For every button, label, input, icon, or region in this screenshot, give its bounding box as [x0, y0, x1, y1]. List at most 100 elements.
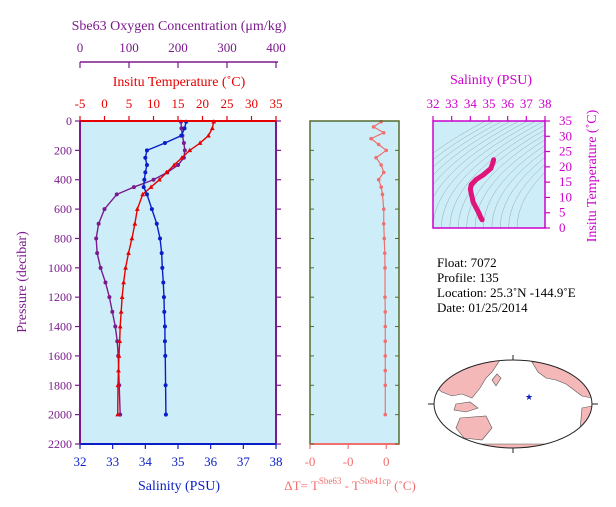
delta-t-axis-title: ΔT= TSbe63 - TSbe41cp (˚C)	[284, 476, 416, 493]
salinity-point	[142, 177, 147, 182]
salinity-point	[143, 170, 148, 175]
ts-temperature-tick-label: 15	[559, 174, 572, 189]
pressure-tick-label: 0	[66, 114, 72, 128]
isopycnal-line	[433, 121, 495, 160]
delta-t-point	[381, 130, 386, 135]
delta-t-point	[379, 185, 384, 189]
delta-t-tick-label: 0	[383, 454, 390, 469]
oxygen-point	[96, 221, 101, 226]
isopycnal-line	[491, 150, 545, 228]
delta-t-point	[383, 354, 388, 358]
pressure-tick-label: 1400	[48, 320, 72, 334]
salinity-point	[144, 148, 149, 153]
profile-date: Date: 01/25/2014	[437, 300, 528, 315]
salinity-point	[144, 163, 149, 168]
oxygen-point	[182, 148, 187, 153]
ts-salinity-tick-label: 38	[539, 96, 552, 111]
ts-point	[473, 205, 479, 210]
oxygen-point	[131, 185, 136, 190]
isopycnal-line	[499, 157, 545, 228]
temperature-axis-title: Insitu Temperature (˚C)	[113, 75, 246, 90]
pressure-tick-label: 600	[54, 202, 72, 216]
temperature-point	[118, 309, 124, 314]
temperature-tick-label: 30	[245, 96, 258, 111]
oxygen-tick-label: 0	[77, 40, 84, 55]
salinity-point	[159, 251, 164, 256]
salinity-point	[162, 309, 167, 314]
temperature-point	[117, 323, 123, 329]
salinity-point	[163, 353, 168, 358]
oxygen-point	[102, 207, 107, 212]
isopycnal-line	[441, 121, 545, 228]
temperature-point	[179, 155, 185, 160]
pressure-tick-label: 800	[54, 231, 72, 245]
delta-t-point	[382, 236, 387, 241]
oxygen-point	[151, 177, 156, 182]
delta-t-point	[383, 310, 388, 314]
pressure-tick-label: 1200	[48, 290, 72, 304]
salinity-point	[162, 141, 167, 146]
pressure-tick-label: 2200	[48, 437, 72, 451]
delta-t-point	[383, 295, 387, 299]
temperature-point	[116, 353, 122, 358]
temperature-point	[132, 221, 138, 226]
temperature-point	[205, 133, 211, 138]
temperature-point	[119, 294, 125, 299]
ts-point	[470, 199, 476, 205]
temperature-tick-label: 5	[126, 96, 133, 111]
ts-salinity-tick-label: 33	[445, 96, 458, 111]
salinity-point	[163, 383, 168, 388]
ts-temperature-tick-label: 25	[559, 144, 572, 159]
ts-point	[467, 186, 473, 192]
salinity-point	[163, 412, 168, 417]
world-map: ★	[428, 355, 598, 453]
ts-series	[467, 157, 497, 223]
oxygen-point	[95, 251, 100, 256]
delta-t-point	[382, 251, 387, 255]
temperature-tick-label: 25	[221, 96, 234, 111]
float-location: Location: 25.3˚N -144.9˚E	[437, 285, 576, 300]
isopycnal-line	[508, 164, 545, 228]
middle-plot-area	[310, 121, 399, 444]
isopycnal-line	[433, 121, 520, 186]
pressure-tick-label: 1800	[48, 378, 72, 392]
pressure-axis-title: Pressure (decibar)	[15, 231, 30, 333]
oxygen-axis-title: Sbe63 Oxygen Concentration (μm/kg)	[72, 19, 287, 34]
delta-t-point	[380, 192, 385, 197]
temperature-point	[209, 125, 215, 131]
salinity-point	[143, 155, 148, 160]
ts-temperature-tick-label: 10	[559, 189, 572, 204]
temperature-tick-label: -5	[75, 96, 86, 111]
oxygen-point	[94, 236, 99, 241]
pressure-tick-label: 200	[54, 143, 72, 157]
delta-t-point	[383, 324, 388, 329]
ts-plot-area	[433, 121, 545, 228]
salinity-point	[154, 221, 159, 226]
delta-t-point	[383, 412, 388, 417]
temperature-point	[129, 235, 135, 241]
isopycnal-line	[483, 144, 545, 228]
oxygen-tick-label: 400	[266, 40, 286, 55]
pressure-tick-label: 1600	[48, 349, 72, 363]
temperature-point	[123, 265, 128, 270]
delta-t-tick-label: -0	[305, 454, 316, 469]
salinity-point	[141, 185, 146, 190]
temperature-point	[117, 338, 123, 344]
oxygen-point	[179, 126, 184, 131]
oxygen-tick-label: 100	[119, 40, 139, 55]
salinity-point	[160, 265, 165, 270]
isopycnal-line	[433, 121, 486, 154]
ts-point	[468, 191, 474, 197]
isopycnal-line	[516, 171, 545, 228]
ts-salinity-tick-label: 36	[501, 96, 515, 111]
salinity-point	[179, 133, 184, 138]
left-series	[94, 119, 217, 417]
delta-t-point	[381, 207, 386, 211]
salinity-tick-label: 37	[237, 454, 251, 469]
ts-temperature-tick-label: 35	[559, 113, 572, 128]
temperature-point	[164, 169, 170, 175]
oxygen-point	[103, 280, 108, 285]
left-panel: 0200400600800100012001400160018002000220…	[15, 19, 287, 494]
oxygen-point	[114, 192, 119, 197]
